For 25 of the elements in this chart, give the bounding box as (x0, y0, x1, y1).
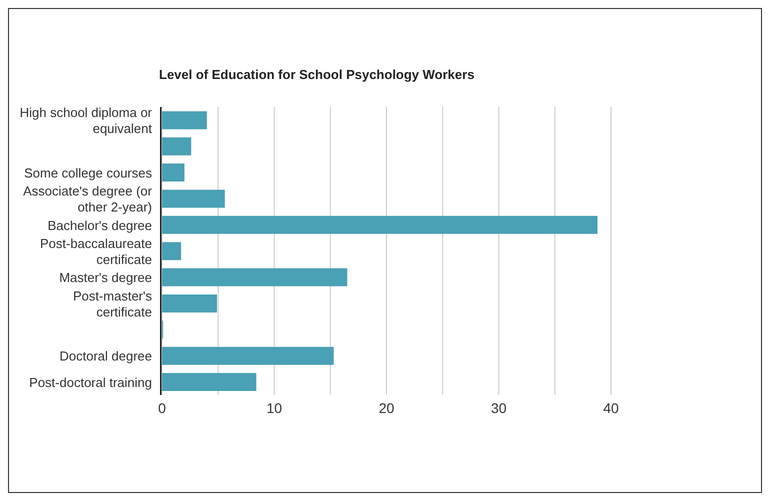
chart-title: Level of Education for School Psychology Workers (159, 67, 474, 82)
y-tick-label: Associate's degree (or other 2-year) (23, 183, 153, 214)
bar (162, 137, 192, 156)
bar (162, 216, 598, 234)
y-tick-label: Post-baccalaureate certificate (40, 236, 152, 266)
y-tick-label: Bachelor's degree (48, 217, 152, 232)
bar (162, 373, 256, 392)
bar (162, 164, 184, 182)
x-tick-label: 40 (603, 400, 619, 416)
bar (162, 294, 218, 312)
y-tick-label: Post-master's certificate (72, 288, 152, 319)
bar (162, 242, 182, 260)
x-tick-label: 0 (158, 400, 166, 416)
bar (162, 268, 348, 286)
y-tick-label: Master's degree (59, 270, 152, 285)
bar (162, 346, 334, 365)
bar (162, 111, 207, 130)
y-tick-label: High school diploma or equivalent (20, 104, 153, 136)
y-tick-label: Post-doctoral training (29, 374, 152, 390)
y-tick-label: Some college courses (24, 164, 152, 180)
x-tick-label: 10 (266, 400, 282, 416)
x-tick-label: 30 (490, 400, 507, 416)
bar (162, 190, 225, 208)
y-tick-label: Doctoral degree (60, 348, 152, 364)
x-tick-label: 20 (378, 400, 394, 416)
